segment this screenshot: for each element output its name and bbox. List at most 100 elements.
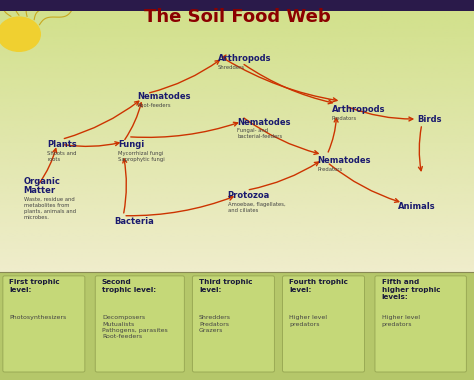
Bar xyxy=(0,231,474,234)
Bar xyxy=(0,196,474,198)
Bar xyxy=(0,144,474,147)
Text: Higher level
predators: Higher level predators xyxy=(382,315,419,326)
Bar xyxy=(0,177,474,179)
Bar xyxy=(0,60,474,62)
FancyBboxPatch shape xyxy=(3,276,85,372)
Bar xyxy=(0,223,474,225)
Bar xyxy=(0,5,474,8)
Bar xyxy=(0,174,474,177)
Bar xyxy=(0,114,474,117)
Bar xyxy=(0,187,474,190)
Bar xyxy=(0,24,474,27)
Text: Animals: Animals xyxy=(398,202,436,211)
Bar xyxy=(0,79,474,82)
Bar xyxy=(0,212,474,215)
Bar xyxy=(0,120,474,122)
Bar xyxy=(0,103,474,106)
Bar xyxy=(0,101,474,103)
Text: Plants: Plants xyxy=(47,141,77,149)
Bar xyxy=(0,54,474,57)
Bar xyxy=(0,38,474,41)
Bar xyxy=(0,217,474,220)
Bar xyxy=(0,22,474,24)
FancyBboxPatch shape xyxy=(192,276,274,372)
Bar xyxy=(0,264,474,266)
Bar xyxy=(0,130,474,133)
Bar xyxy=(0,3,474,5)
Bar xyxy=(0,149,474,152)
Bar xyxy=(0,136,474,139)
Bar xyxy=(0,179,474,182)
FancyBboxPatch shape xyxy=(95,276,184,372)
Bar xyxy=(0,198,474,201)
Text: Shredders
Predators
Grazers: Shredders Predators Grazers xyxy=(199,315,231,333)
Text: Birds: Birds xyxy=(417,115,442,124)
Bar xyxy=(0,109,474,111)
Text: Nematodes: Nematodes xyxy=(237,117,291,127)
Bar xyxy=(0,92,474,95)
Bar xyxy=(0,122,474,125)
Bar xyxy=(0,215,474,217)
Bar xyxy=(0,261,474,264)
Text: Decomposers
Mutualists
Pathogens, parasites
Root-feeders: Decomposers Mutualists Pathogens, parasi… xyxy=(102,315,168,339)
Bar xyxy=(0,87,474,90)
Bar xyxy=(0,220,474,223)
Bar xyxy=(0,272,474,380)
Text: Arthropods: Arthropods xyxy=(332,105,385,114)
Text: Protozoa: Protozoa xyxy=(228,192,270,200)
Bar xyxy=(0,90,474,92)
Bar xyxy=(0,98,474,101)
Bar xyxy=(0,201,474,204)
Text: Fifth and
higher trophic
levels:: Fifth and higher trophic levels: xyxy=(382,279,440,300)
FancyBboxPatch shape xyxy=(375,276,466,372)
Bar xyxy=(0,62,474,65)
Bar xyxy=(0,125,474,128)
Bar xyxy=(0,33,474,35)
Bar xyxy=(0,255,474,258)
Bar xyxy=(0,209,474,212)
Bar xyxy=(0,171,474,174)
Text: Second
trophic level:: Second trophic level: xyxy=(102,279,156,293)
Text: Root-feeders: Root-feeders xyxy=(137,103,171,108)
Bar xyxy=(0,133,474,136)
Text: Photosynthesizers: Photosynthesizers xyxy=(9,315,67,320)
Text: Mycorrhizal fungi
Saprophytic fungi: Mycorrhizal fungi Saprophytic fungi xyxy=(118,151,165,162)
Text: Arthropods: Arthropods xyxy=(218,54,272,63)
Bar xyxy=(0,155,474,158)
Bar xyxy=(0,82,474,84)
Text: Nematodes: Nematodes xyxy=(318,156,371,165)
Bar xyxy=(0,269,474,272)
Bar xyxy=(0,43,474,46)
Bar xyxy=(0,236,474,239)
Bar xyxy=(0,206,474,209)
Bar xyxy=(0,163,474,166)
Bar xyxy=(0,95,474,98)
Text: Shoots and
roots: Shoots and roots xyxy=(47,151,77,162)
Bar xyxy=(0,84,474,87)
Text: Organic
Matter: Organic Matter xyxy=(24,177,61,195)
Bar xyxy=(0,190,474,193)
Bar xyxy=(0,52,474,54)
Bar xyxy=(0,117,474,120)
Bar xyxy=(0,193,474,196)
Bar xyxy=(0,8,474,11)
Bar xyxy=(0,14,474,16)
Bar xyxy=(0,49,474,52)
Bar xyxy=(0,46,474,49)
Bar xyxy=(0,16,474,19)
Text: Fungi: Fungi xyxy=(118,141,145,149)
Bar xyxy=(0,27,474,30)
Bar xyxy=(0,247,474,250)
Bar xyxy=(0,128,474,130)
Bar xyxy=(0,35,474,38)
Bar xyxy=(0,76,474,79)
Bar xyxy=(0,266,474,269)
Text: Nematodes: Nematodes xyxy=(137,92,191,101)
Text: The Soil Food Web: The Soil Food Web xyxy=(144,8,330,25)
Text: Fungal- and
bacterial-feeders: Fungal- and bacterial-feeders xyxy=(237,128,282,139)
Bar xyxy=(0,111,474,114)
Text: Bacteria: Bacteria xyxy=(114,217,154,226)
Bar xyxy=(0,73,474,76)
Bar xyxy=(0,234,474,236)
Bar xyxy=(0,242,474,245)
